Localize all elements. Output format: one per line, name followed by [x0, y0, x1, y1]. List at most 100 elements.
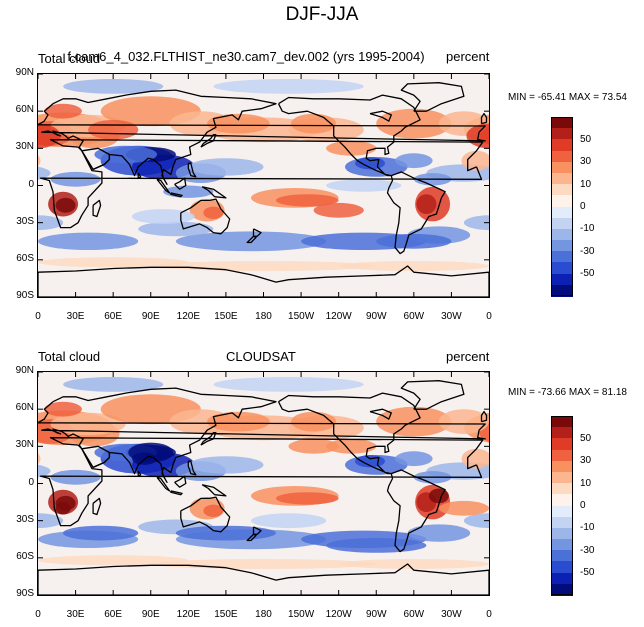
lon-tick-label: 0: [35, 609, 41, 620]
colorbar-swatch: [551, 161, 573, 174]
lon-tick-label: 60W: [403, 311, 425, 322]
lon-tick-label: 150E: [214, 311, 238, 322]
lat-tick-label: 90S: [16, 290, 34, 301]
colorbar-swatch: [551, 228, 573, 241]
colorbar-label: 10: [580, 178, 592, 190]
lat-tick-label: 30S: [16, 215, 34, 227]
colorbar-swatch: [551, 217, 573, 230]
colorbar-swatch: [551, 449, 573, 462]
lon-tick-label: 90E: [141, 311, 160, 322]
colorbar-label: -30: [580, 544, 595, 556]
dataset-label: CLOUDSAT: [226, 349, 296, 364]
colorbar-swatch: [551, 150, 573, 163]
map-plot: [37, 371, 490, 596]
colorbar-swatch: [551, 128, 573, 140]
contour-field: [38, 372, 489, 595]
lon-tick-label: 0: [486, 311, 492, 322]
contour-field: [38, 74, 489, 297]
colorbar-label: -10: [580, 223, 595, 235]
lon-tick-label: 90W: [365, 609, 387, 620]
lon-tick-label: 180: [255, 311, 272, 322]
lat-tick-label: 90N: [15, 365, 34, 376]
colorbar-swatch: [551, 539, 573, 551]
colorbar-swatch: [551, 195, 573, 207]
colorbar-label: -50: [580, 267, 595, 279]
colorbar-label: 30: [580, 455, 592, 467]
colorbar-swatch: [551, 240, 573, 252]
colorbar-label: 30: [580, 156, 592, 168]
colorbar-swatch: [551, 583, 573, 596]
lat-tick-label: 90S: [16, 588, 34, 599]
lon-tick-label: 0: [486, 609, 492, 620]
lat-tick-label: 60N: [15, 402, 34, 414]
lat-tick-label: 30S: [16, 513, 34, 525]
lon-tick-label: 90E: [141, 609, 160, 620]
case-label: f.cam6_4_032.FLTHIST_ne30.cam7_dev.002 (…: [67, 49, 425, 64]
lon-tick-label: 150W: [288, 311, 315, 322]
lat-tick-label: 60N: [15, 104, 34, 116]
colorbar-swatch: [551, 184, 573, 196]
panel-obs: Total cloud CLOUDSAT percent 90N 60N 30N 0 3…: [0, 296, 644, 620]
colorbar-swatch: [551, 471, 573, 484]
lon-tick-label: 120W: [325, 609, 352, 620]
lon-tick-label: 30E: [66, 609, 85, 620]
lon-tick-label: 60E: [104, 311, 123, 322]
lon-tick-label: 30W: [441, 609, 462, 620]
colorbar-swatch: [551, 527, 573, 540]
lon-tick-label: 30E: [66, 311, 85, 322]
colorbar-label: 50: [580, 134, 592, 145]
colorbar: [551, 117, 573, 297]
colorbar-swatch: [551, 427, 573, 439]
lat-tick-label: 30N: [15, 141, 34, 153]
lat-tick-label: 30N: [15, 439, 34, 451]
colorbar-swatch: [551, 117, 573, 129]
colorbar-swatch: [551, 572, 573, 585]
colorbar-swatch: [551, 206, 573, 219]
figure-title: DJF-JJA: [285, 4, 359, 25]
colorbar-swatch: [551, 416, 573, 428]
lon-tick-label: 30W: [441, 311, 462, 322]
colorbar-swatch: [551, 460, 573, 473]
colorbar-label: 0: [580, 200, 586, 212]
lon-tick-label: 0: [35, 311, 41, 322]
variable-label: Total cloud: [38, 51, 101, 66]
colorbar-swatch: [551, 494, 573, 506]
colorbar-swatch: [551, 438, 573, 451]
units-label: percent: [446, 49, 490, 64]
min-max-readout: MIN = -65.41 MAX = 73.54: [508, 92, 627, 103]
colorbar-swatch: [551, 550, 573, 562]
colorbar-label: 10: [580, 477, 592, 489]
colorbar-swatch: [551, 505, 573, 518]
min-max-readout: MIN = -73.66 MAX = 81.18: [508, 387, 627, 398]
colorbar-swatch: [551, 139, 573, 152]
lat-tick-label: 0: [28, 178, 34, 190]
colorbar-swatch: [551, 262, 573, 275]
colorbar-swatch: [551, 284, 573, 297]
lat-tick-label: 0: [28, 476, 34, 488]
lon-tick-label: 90W: [365, 311, 387, 322]
colorbar-swatch: [551, 561, 573, 574]
colorbar-swatch: [551, 172, 573, 185]
panel-model: Total cloud f.cam6_4_032.FLTHIST_ne30.ca…: [0, 0, 644, 322]
lat-tick-label: 90N: [15, 67, 34, 78]
lon-tick-label: 60E: [104, 609, 123, 620]
lon-tick-label: 120E: [176, 311, 200, 322]
colorbar-label: -50: [580, 566, 595, 578]
colorbar-swatch: [551, 251, 573, 263]
lat-tick-label: 60S: [16, 550, 34, 562]
lon-tick-label: 150E: [214, 609, 238, 620]
colorbar-label: -10: [580, 522, 595, 534]
colorbar-swatch: [551, 483, 573, 495]
colorbar-swatch: [551, 516, 573, 529]
lon-tick-label: 120E: [176, 609, 200, 620]
colorbar-label: 0: [580, 499, 586, 511]
lat-tick-label: 60S: [16, 252, 34, 264]
colorbar-label: -30: [580, 245, 595, 257]
lon-tick-label: 150W: [288, 609, 315, 620]
colorbar: [551, 416, 573, 596]
variable-label: Total cloud: [38, 349, 101, 364]
colorbar-swatch: [551, 273, 573, 286]
lon-tick-label: 120W: [325, 311, 352, 322]
colorbar-label: 50: [580, 433, 592, 444]
lon-tick-label: 60W: [403, 609, 425, 620]
